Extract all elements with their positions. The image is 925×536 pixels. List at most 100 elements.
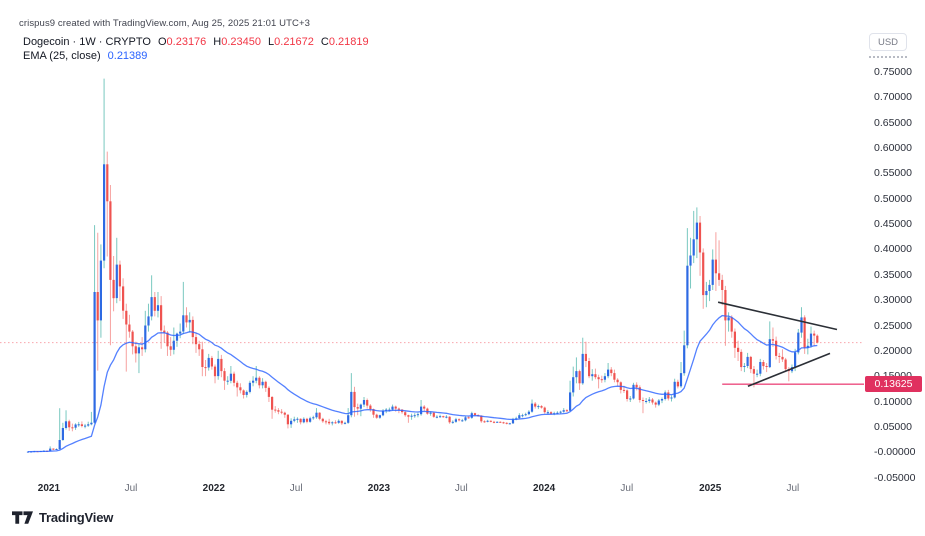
price-axis-label: 0.70000: [874, 91, 912, 104]
candle-body: [179, 331, 182, 334]
candle-body: [695, 222, 698, 240]
candle-body: [128, 324, 131, 332]
candle-body: [49, 448, 52, 451]
price-alert-badge[interactable]: 0.13625: [865, 376, 922, 393]
candle-body: [505, 422, 508, 424]
open-value: 0.23176: [166, 36, 207, 48]
candle-body: [768, 339, 771, 368]
candle-body: [397, 408, 400, 410]
candle-body: [229, 373, 232, 381]
candle-body: [413, 415, 416, 417]
trendline: [717, 301, 838, 331]
candle-body: [153, 297, 156, 311]
candle-body: [147, 316, 150, 326]
candle-body: [112, 279, 115, 299]
candle-body: [353, 391, 356, 408]
candle-body: [537, 406, 540, 408]
candle-body: [232, 373, 236, 383]
price-axis-label: 0.10000: [874, 395, 912, 408]
candle-body: [150, 297, 153, 317]
candle-body: [803, 317, 806, 348]
candle-body: [80, 424, 83, 426]
candle-body: [686, 265, 689, 346]
price-axis-label: 0.05000: [874, 420, 912, 433]
candle-body: [737, 347, 740, 352]
candle-body: [489, 420, 492, 422]
candle-body: [575, 371, 578, 378]
candle-body: [483, 421, 486, 423]
time-axis-label: 2025: [699, 483, 722, 494]
price-axis-label: 0.30000: [874, 294, 912, 307]
candle-body: [385, 409, 388, 411]
candle-body: [667, 392, 670, 399]
time-axis[interactable]: 2021 Jul 2022 Jul 2023 Jul 2024 Jul 2025 Jul: [0, 483, 864, 499]
candle-body: [74, 424, 77, 428]
candle-body: [290, 420, 293, 425]
price-axis-label: 0.40000: [874, 243, 912, 256]
candle-body: [442, 416, 445, 418]
candle-body: [721, 279, 724, 290]
price-axis-label: -0.05000: [874, 471, 916, 484]
price-axis-label: 0.55000: [874, 167, 912, 180]
tradingview-logo[interactable]: TradingView: [12, 510, 113, 525]
candle-body: [581, 353, 584, 384]
candle-body: [679, 373, 683, 387]
candle-body: [210, 357, 213, 367]
candle-body: [508, 423, 511, 425]
candle-body: [366, 400, 369, 406]
candle-body: [115, 264, 118, 299]
candle-body: [809, 333, 813, 346]
symbol-title: Dogecoin · 1W · CRYPTO: [23, 36, 151, 48]
candle-body: [724, 290, 727, 321]
currency-button[interactable]: USD: [869, 33, 907, 51]
candle-body: [331, 422, 334, 424]
candle-body: [58, 440, 61, 450]
candle-body: [622, 389, 626, 391]
price-axis-label: 0.65000: [874, 116, 912, 129]
candle-body: [223, 371, 226, 381]
ema-line: [28, 314, 818, 453]
candle-body: [264, 381, 267, 388]
close-value: 0.21819: [328, 36, 369, 48]
candle-body: [676, 381, 679, 387]
candle-body: [315, 412, 318, 418]
indicator-row: EMA (25, close) 0.21389: [23, 49, 369, 63]
time-axis-label: 2021: [37, 483, 61, 494]
candle-body: [546, 412, 549, 414]
candle-body: [245, 391, 248, 395]
candle-body: [448, 416, 451, 423]
tradingview-logo-icon: [12, 510, 33, 524]
candle-body: [169, 346, 172, 350]
price-axis[interactable]: USD 0.75000 0.70000 0.65000 0.60000 0.55000 0…: [864, 0, 925, 536]
candle-body: [77, 424, 80, 426]
candle-body: [806, 345, 809, 348]
candle-body: [698, 222, 702, 253]
time-axis-label: Jul: [124, 483, 138, 494]
candle-body: [543, 407, 546, 413]
candle-body: [445, 416, 448, 418]
low-label: L: [268, 36, 275, 48]
candle-body: [87, 424, 90, 426]
candle-body: [416, 414, 419, 416]
candle-body: [362, 400, 366, 405]
candle-body: [718, 273, 721, 280]
time-axis-label: 2023: [367, 483, 391, 494]
tradingview-logo-text: TradingView: [39, 510, 114, 525]
candle-body: [616, 379, 619, 383]
candle-body: [337, 420, 340, 423]
candle-body: [118, 264, 121, 287]
candle-body: [756, 373, 759, 375]
candle-body: [778, 355, 781, 357]
indicator-value: 0.21389: [107, 50, 148, 62]
candle-body: [340, 420, 343, 424]
candle-body: [420, 406, 423, 415]
candle-body: [188, 319, 191, 323]
trendline: [747, 352, 831, 388]
candle-body: [461, 420, 464, 422]
legend: Dogecoin · 1W · CRYPTO O0.23176 H0.23450 L0…: [23, 35, 369, 63]
candle-body: [702, 252, 705, 296]
candle-body: [591, 374, 594, 377]
price-axis-label: 0.35000: [874, 268, 912, 281]
symbol-row: Dogecoin · 1W · CRYPTO O0.23176 H0.23450 L0…: [23, 35, 369, 49]
